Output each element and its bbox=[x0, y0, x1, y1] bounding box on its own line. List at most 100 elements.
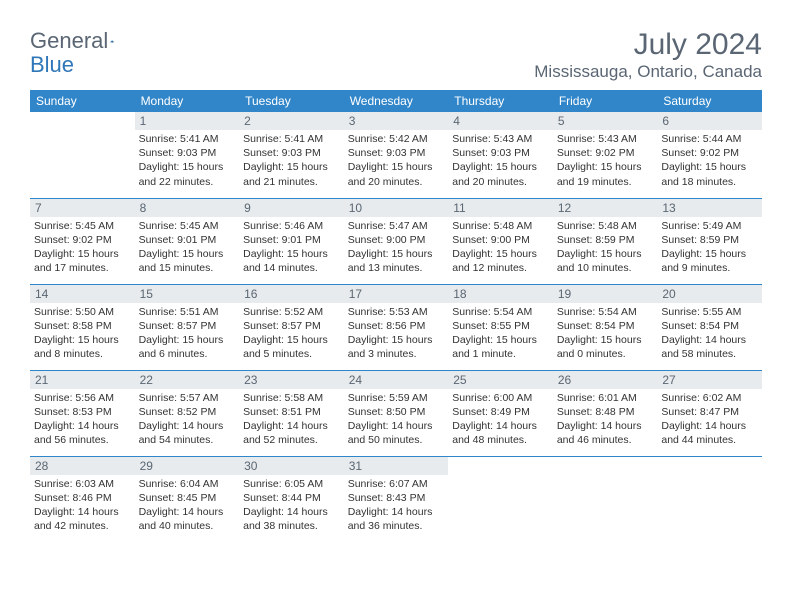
cell-text: Daylight: 14 hours bbox=[139, 505, 236, 519]
calendar-cell: 16Sunrise: 5:52 AMSunset: 8:57 PMDayligh… bbox=[239, 284, 344, 370]
cell-text: and 48 minutes. bbox=[452, 433, 549, 447]
calendar-cell: 20Sunrise: 5:55 AMSunset: 8:54 PMDayligh… bbox=[657, 284, 762, 370]
calendar-row: 28Sunrise: 6:03 AMSunset: 8:46 PMDayligh… bbox=[30, 456, 762, 542]
cell-text: and 46 minutes. bbox=[557, 433, 654, 447]
cell-text: Daylight: 15 hours bbox=[139, 160, 236, 174]
cell-text: and 40 minutes. bbox=[139, 519, 236, 533]
cell-text: Daylight: 14 hours bbox=[34, 505, 131, 519]
cell-text: Sunset: 8:57 PM bbox=[139, 319, 236, 333]
cell-text: and 3 minutes. bbox=[348, 347, 445, 361]
cell-text: Sunset: 8:56 PM bbox=[348, 319, 445, 333]
cell-text: and 15 minutes. bbox=[139, 261, 236, 275]
cell-text: Daylight: 14 hours bbox=[243, 505, 340, 519]
day-number: 28 bbox=[30, 457, 135, 475]
cell-text: Sunset: 8:44 PM bbox=[243, 491, 340, 505]
cell-text: Daylight: 15 hours bbox=[348, 333, 445, 347]
cell-text: Sunset: 8:59 PM bbox=[557, 233, 654, 247]
day-number: 11 bbox=[448, 199, 553, 217]
day-number: 30 bbox=[239, 457, 344, 475]
cell-text: Sunset: 9:02 PM bbox=[557, 146, 654, 160]
calendar-row: 7Sunrise: 5:45 AMSunset: 9:02 PMDaylight… bbox=[30, 198, 762, 284]
day-number: 2 bbox=[239, 112, 344, 130]
day-number: 5 bbox=[553, 112, 658, 130]
cell-text: and 19 minutes. bbox=[557, 175, 654, 189]
calendar-cell bbox=[657, 456, 762, 542]
cell-text: Sunrise: 6:04 AM bbox=[139, 477, 236, 491]
cell-text: and 0 minutes. bbox=[557, 347, 654, 361]
cell-text: Daylight: 15 hours bbox=[557, 247, 654, 261]
calendar-cell: 7Sunrise: 5:45 AMSunset: 9:02 PMDaylight… bbox=[30, 198, 135, 284]
calendar-row: 1Sunrise: 5:41 AMSunset: 9:03 PMDaylight… bbox=[30, 112, 762, 198]
cell-text: Sunrise: 5:45 AM bbox=[34, 219, 131, 233]
cell-text: Sunset: 8:47 PM bbox=[661, 405, 758, 419]
cell-text: and 8 minutes. bbox=[34, 347, 131, 361]
day-number: 4 bbox=[448, 112, 553, 130]
cell-text: Sunrise: 5:49 AM bbox=[661, 219, 758, 233]
logo-text-general: General bbox=[30, 28, 108, 54]
calendar-cell: 4Sunrise: 5:43 AMSunset: 9:03 PMDaylight… bbox=[448, 112, 553, 198]
day-number: 10 bbox=[344, 199, 449, 217]
cell-text: Sunset: 9:03 PM bbox=[348, 146, 445, 160]
day-header: Friday bbox=[553, 90, 658, 112]
day-number: 1 bbox=[135, 112, 240, 130]
cell-text: Daylight: 15 hours bbox=[452, 160, 549, 174]
calendar-cell: 1Sunrise: 5:41 AMSunset: 9:03 PMDaylight… bbox=[135, 112, 240, 198]
calendar-cell: 10Sunrise: 5:47 AMSunset: 9:00 PMDayligh… bbox=[344, 198, 449, 284]
cell-text: Daylight: 15 hours bbox=[243, 247, 340, 261]
day-number: 18 bbox=[448, 285, 553, 303]
cell-text: Sunrise: 5:48 AM bbox=[452, 219, 549, 233]
cell-text: Sunset: 8:50 PM bbox=[348, 405, 445, 419]
day-number: 26 bbox=[553, 371, 658, 389]
calendar-body: 1Sunrise: 5:41 AMSunset: 9:03 PMDaylight… bbox=[30, 112, 762, 542]
cell-text: Sunset: 9:01 PM bbox=[139, 233, 236, 247]
calendar-row: 21Sunrise: 5:56 AMSunset: 8:53 PMDayligh… bbox=[30, 370, 762, 456]
cell-text: and 20 minutes. bbox=[348, 175, 445, 189]
cell-text: and 38 minutes. bbox=[243, 519, 340, 533]
cell-text: Daylight: 15 hours bbox=[243, 160, 340, 174]
cell-text: Sunrise: 5:44 AM bbox=[661, 132, 758, 146]
cell-text: Sunrise: 6:01 AM bbox=[557, 391, 654, 405]
calendar-cell: 28Sunrise: 6:03 AMSunset: 8:46 PMDayligh… bbox=[30, 456, 135, 542]
cell-text: Sunset: 8:48 PM bbox=[557, 405, 654, 419]
cell-text: Daylight: 15 hours bbox=[661, 247, 758, 261]
cell-text: and 50 minutes. bbox=[348, 433, 445, 447]
logo: General bbox=[30, 28, 134, 54]
cell-text: and 12 minutes. bbox=[452, 261, 549, 275]
cell-text: Daylight: 15 hours bbox=[348, 160, 445, 174]
cell-text: Sunrise: 5:41 AM bbox=[139, 132, 236, 146]
day-number: 23 bbox=[239, 371, 344, 389]
cell-text: Daylight: 14 hours bbox=[348, 505, 445, 519]
cell-text: and 1 minute. bbox=[452, 347, 549, 361]
cell-text: Sunrise: 5:52 AM bbox=[243, 305, 340, 319]
calendar-cell bbox=[553, 456, 658, 542]
day-header: Thursday bbox=[448, 90, 553, 112]
day-header: Monday bbox=[135, 90, 240, 112]
cell-text: and 36 minutes. bbox=[348, 519, 445, 533]
cell-text: and 18 minutes. bbox=[661, 175, 758, 189]
day-number: 12 bbox=[553, 199, 658, 217]
calendar-cell: 5Sunrise: 5:43 AMSunset: 9:02 PMDaylight… bbox=[553, 112, 658, 198]
cell-text: Sunset: 8:54 PM bbox=[557, 319, 654, 333]
day-number: 15 bbox=[135, 285, 240, 303]
cell-text: Sunrise: 6:07 AM bbox=[348, 477, 445, 491]
cell-text: Sunrise: 5:53 AM bbox=[348, 305, 445, 319]
calendar-cell: 31Sunrise: 6:07 AMSunset: 8:43 PMDayligh… bbox=[344, 456, 449, 542]
cell-text: and 52 minutes. bbox=[243, 433, 340, 447]
day-number: 9 bbox=[239, 199, 344, 217]
cell-text: Sunset: 8:59 PM bbox=[661, 233, 758, 247]
cell-text: Daylight: 15 hours bbox=[139, 247, 236, 261]
day-number: 16 bbox=[239, 285, 344, 303]
cell-text: Daylight: 14 hours bbox=[557, 419, 654, 433]
calendar-cell: 15Sunrise: 5:51 AMSunset: 8:57 PMDayligh… bbox=[135, 284, 240, 370]
cell-text: Daylight: 15 hours bbox=[557, 333, 654, 347]
day-number: 8 bbox=[135, 199, 240, 217]
cell-text: Sunrise: 5:51 AM bbox=[139, 305, 236, 319]
calendar-cell bbox=[30, 112, 135, 198]
cell-text: Sunset: 8:51 PM bbox=[243, 405, 340, 419]
cell-text: Sunset: 8:57 PM bbox=[243, 319, 340, 333]
cell-text: Sunset: 8:55 PM bbox=[452, 319, 549, 333]
calendar-cell: 14Sunrise: 5:50 AMSunset: 8:58 PMDayligh… bbox=[30, 284, 135, 370]
day-number: 19 bbox=[553, 285, 658, 303]
cell-text: and 13 minutes. bbox=[348, 261, 445, 275]
cell-text: Sunrise: 5:48 AM bbox=[557, 219, 654, 233]
